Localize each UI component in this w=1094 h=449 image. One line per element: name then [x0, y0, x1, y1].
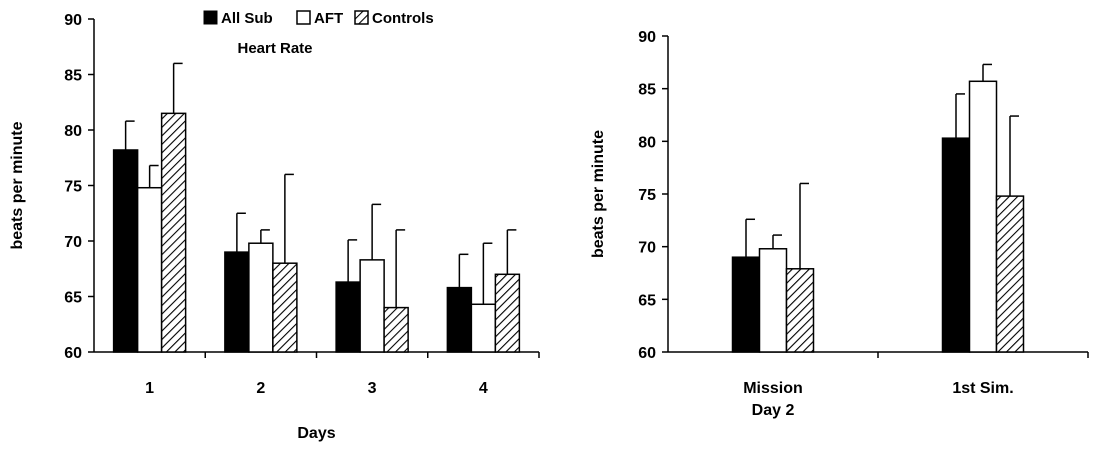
bar-solid — [335, 281, 361, 353]
bar-open — [758, 248, 788, 353]
bar-solid — [941, 137, 971, 353]
x-tick-label: 1st Sim. — [952, 380, 1013, 397]
y-tick-label: 60 — [64, 345, 82, 362]
legend-swatch-all-sub — [203, 10, 218, 25]
x-axis-label: Days — [297, 425, 335, 442]
bar-solid — [731, 256, 761, 353]
chart-days: 60 65 70 75 80 85 90 beats per minute 1 2 3 4 Days — [9, 12, 540, 442]
y-tick-label: 85 — [638, 82, 656, 99]
y-tick-label: 70 — [638, 240, 656, 257]
bar-hatched — [785, 268, 815, 353]
x-tick-label: Mission — [743, 380, 803, 397]
y-tick-label: 60 — [638, 345, 656, 362]
y-tick-label: 80 — [64, 123, 82, 140]
chart-mission: 60 65 70 75 80 85 90 beats per minute Mission Day… — [590, 29, 1089, 419]
bar-open — [136, 186, 163, 353]
y-tick-label: 70 — [64, 234, 82, 251]
y-tick-label: 75 — [64, 179, 82, 196]
bar-hatched — [494, 273, 521, 353]
bar-open — [248, 242, 274, 353]
y-tick-label: 65 — [64, 290, 82, 307]
bar-open — [470, 303, 497, 353]
legend-label-all-sub: All Sub — [221, 10, 273, 27]
y-tick-label: 80 — [638, 134, 656, 151]
bar-solid — [112, 149, 139, 353]
bar-solid — [446, 286, 473, 353]
chart1-title: Heart Rate — [237, 40, 312, 57]
x-tick-label: Day 2 — [752, 402, 795, 419]
y-tick-label: 75 — [638, 187, 656, 204]
legend: All Sub AFT Controls — [203, 10, 434, 27]
y-axis-label: beats per minute — [9, 121, 26, 249]
bar-open — [968, 80, 998, 353]
x-tick-label: 4 — [479, 380, 488, 397]
bar-hatched — [995, 195, 1025, 353]
bar-hatched — [383, 306, 409, 353]
y-tick-label: 65 — [638, 292, 656, 309]
legend-swatch-aft — [296, 10, 311, 25]
legend-label-aft: AFT — [314, 10, 343, 27]
y-tick-label: 90 — [64, 12, 82, 29]
bar-hatched — [160, 112, 187, 353]
bar-hatched — [272, 262, 298, 353]
y-axis-label: beats per minute — [590, 130, 607, 258]
bar-open — [359, 259, 385, 353]
y-tick-label: 85 — [64, 68, 82, 85]
y-tick-label: 90 — [638, 29, 656, 46]
x-tick-label: 1 — [145, 380, 154, 397]
x-tick-label: 3 — [368, 380, 377, 397]
legend-label-controls: Controls — [372, 10, 434, 27]
legend-swatch-controls — [354, 10, 369, 25]
bar-solid — [224, 251, 250, 353]
x-tick-label: 2 — [256, 380, 265, 397]
